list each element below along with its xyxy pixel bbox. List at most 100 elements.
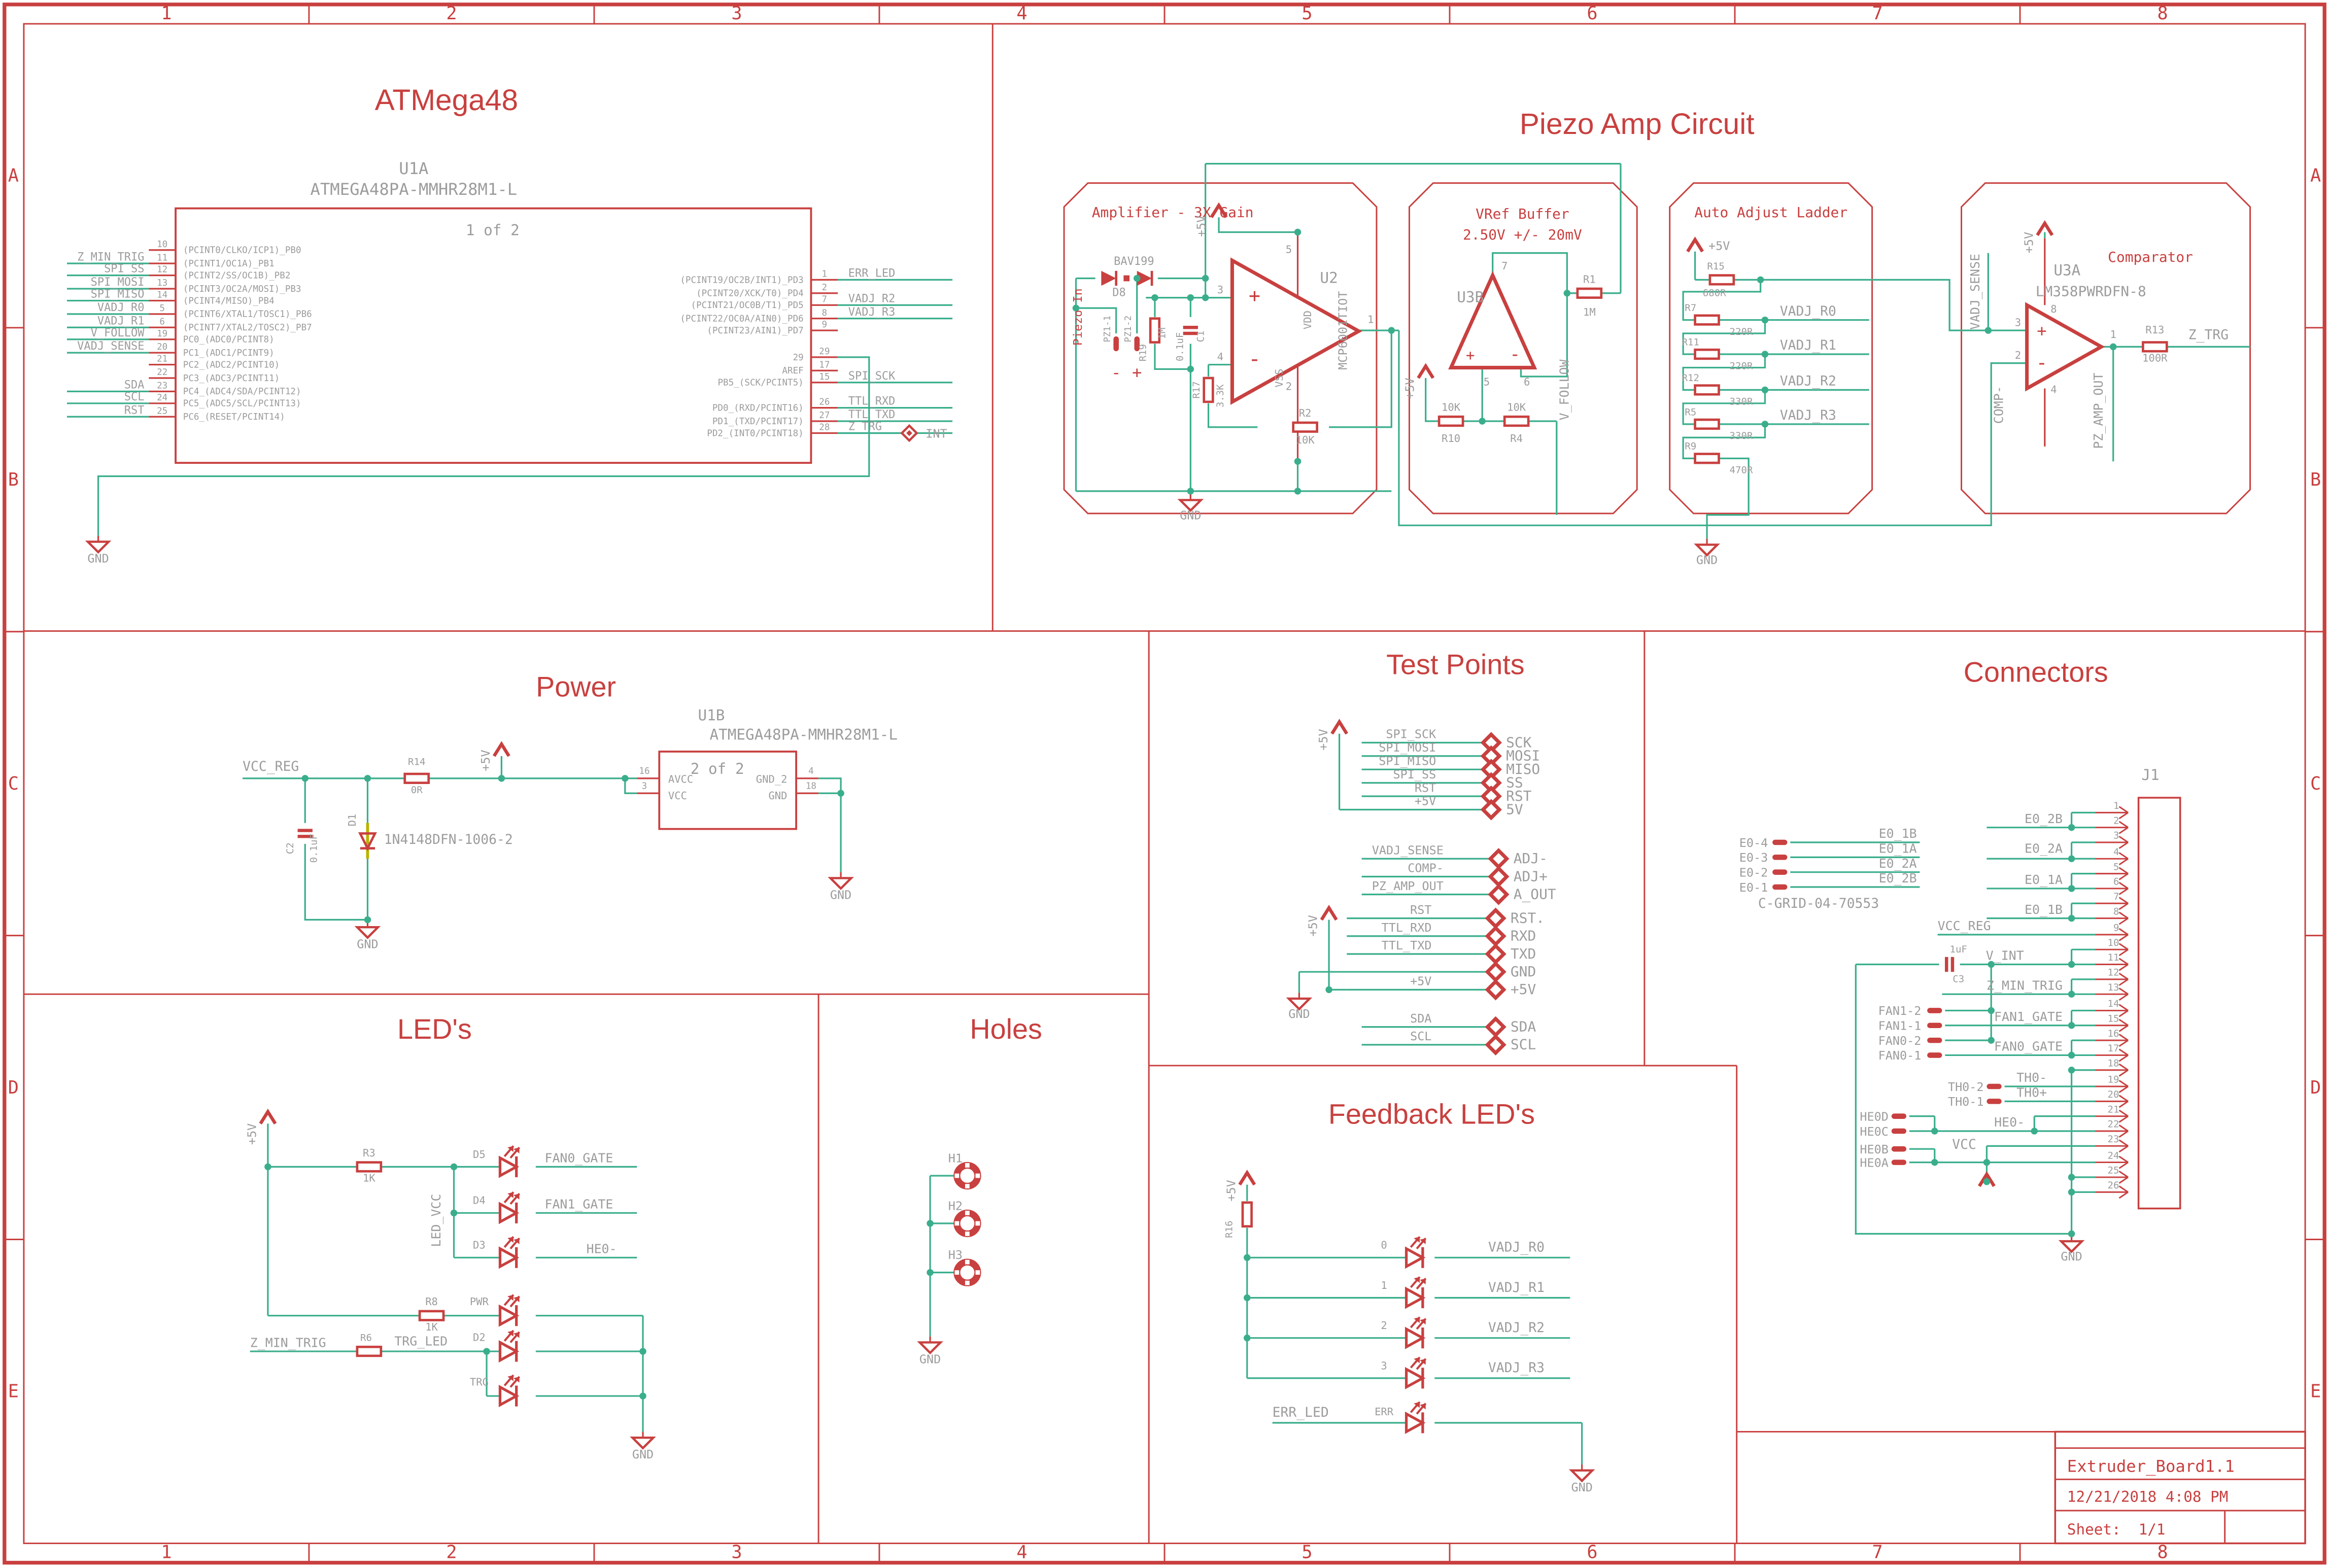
resistor-symbol[interactable]: [1241, 1201, 1253, 1228]
pad-symbol[interactable]: [1891, 1146, 1907, 1152]
led-symbol[interactable]: [498, 1304, 520, 1327]
testpoint-symbol[interactable]: [1488, 866, 1510, 888]
resistor-symbol[interactable]: [356, 1161, 383, 1173]
pad-symbol[interactable]: [1891, 1160, 1907, 1165]
resistor-symbol[interactable]: [418, 1310, 445, 1321]
vcc-arrow-symbol[interactable]: [1238, 1170, 1256, 1186]
resistor-symbol[interactable]: [2142, 341, 2168, 353]
testpoint-symbol[interactable]: [1485, 925, 1506, 947]
tie-symbol[interactable]: [1123, 275, 1130, 282]
pad-symbol[interactable]: [1927, 1037, 1942, 1043]
led-symbol[interactable]: [498, 1246, 520, 1269]
led-symbol[interactable]: [1405, 1326, 1426, 1349]
led-symbol[interactable]: [498, 1385, 520, 1408]
resistor-symbol[interactable]: [1708, 274, 1735, 286]
gnd-symbol[interactable]: [1177, 499, 1204, 513]
pad-symbol[interactable]: [1927, 1022, 1942, 1029]
resistor-symbol[interactable]: [1203, 377, 1214, 403]
vcc-arrow-symbol[interactable]: [1978, 1171, 1996, 1187]
pad-symbol[interactable]: [1891, 1128, 1907, 1134]
testpoint-symbol[interactable]: [1485, 1034, 1506, 1056]
vcc-arrow-symbol[interactable]: [1320, 904, 1338, 921]
zener-diode-symbol[interactable]: [358, 832, 377, 851]
testpoint-symbol[interactable]: [1485, 943, 1506, 965]
mounting-hole-symbol[interactable]: [953, 1162, 981, 1190]
resistor-symbol[interactable]: [1694, 384, 1720, 396]
junction-dot: [1563, 290, 1571, 297]
led-symbol[interactable]: [1405, 1246, 1426, 1269]
testpoint-symbol[interactable]: [1480, 799, 1502, 821]
pad-symbol[interactable]: [1927, 1052, 1942, 1058]
opamp-symbol[interactable]: [2025, 302, 2105, 392]
resistor-symbol[interactable]: [1437, 415, 1464, 427]
pad-symbol[interactable]: [1772, 855, 1788, 860]
connector-body[interactable]: [2137, 797, 2181, 1210]
net-wire: [1682, 354, 1766, 391]
vcc-arrow-symbol[interactable]: [492, 741, 510, 757]
led-symbol[interactable]: [1405, 1411, 1426, 1434]
pin-arrow: [2118, 1010, 2129, 1017]
resistor-symbol[interactable]: [356, 1345, 383, 1357]
schematic-text: COMP-: [1992, 386, 2006, 424]
resistor-symbol[interactable]: [1503, 415, 1530, 427]
opamp-symbol[interactable]: [1448, 271, 1537, 369]
led-symbol[interactable]: [498, 1155, 520, 1178]
led-symbol[interactable]: [498, 1340, 520, 1363]
testpoint-symbol[interactable]: [1485, 961, 1506, 983]
pin-number: 15: [2108, 1013, 2119, 1024]
testpoint-symbol[interactable]: [1488, 883, 1510, 905]
pad-symbol[interactable]: [1772, 839, 1788, 845]
pad-symbol[interactable]: [1134, 336, 1140, 352]
vcc-arrow-symbol[interactable]: [259, 1108, 277, 1125]
pad-symbol[interactable]: [1772, 884, 1788, 890]
testpoint-symbol[interactable]: [1485, 1016, 1506, 1038]
resistor-symbol[interactable]: [1292, 421, 1318, 433]
pad-symbol[interactable]: [1986, 1099, 2002, 1104]
schematic-text: E0_2A: [1879, 856, 1917, 871]
resistor-symbol[interactable]: [1149, 317, 1161, 344]
pad-symbol[interactable]: [1891, 1113, 1907, 1119]
pad-symbol[interactable]: [1986, 1083, 2002, 1089]
schematic-text: R1: [1583, 273, 1596, 285]
resistor-symbol[interactable]: [403, 772, 430, 785]
pin-arrow: [2118, 993, 2129, 1001]
mounting-hole-symbol[interactable]: [953, 1209, 981, 1237]
resistor-symbol[interactable]: [1576, 287, 1603, 299]
testpoint-symbol[interactable]: [1485, 979, 1506, 1001]
vcc-arrow-symbol[interactable]: [1210, 202, 1228, 218]
resistor-symbol[interactable]: [1694, 314, 1720, 326]
pin-number: 9: [822, 320, 828, 330]
diode-symbol[interactable]: [1101, 270, 1116, 286]
opamp-symbol[interactable]: [1230, 257, 1362, 405]
pin-number: 19: [157, 329, 167, 339]
testpoint-symbol[interactable]: [1485, 907, 1506, 929]
ic-body[interactable]: [658, 751, 798, 830]
gnd-symbol[interactable]: [1286, 997, 1313, 1011]
pad-symbol[interactable]: [1772, 869, 1788, 875]
testpoint-symbol[interactable]: [1488, 848, 1510, 870]
vcc-arrow-symbol[interactable]: [1686, 236, 1704, 253]
gnd-symbol[interactable]: [1694, 543, 1720, 557]
diode-symbol[interactable]: [1137, 270, 1152, 286]
gnd-symbol[interactable]: [2058, 1240, 2085, 1253]
mounting-hole-symbol[interactable]: [953, 1258, 981, 1286]
led-symbol[interactable]: [1405, 1367, 1426, 1389]
gnd-symbol[interactable]: [354, 926, 381, 939]
pad-symbol[interactable]: [1927, 1008, 1942, 1013]
gnd-symbol[interactable]: [828, 877, 854, 891]
gnd-symbol[interactable]: [917, 1341, 943, 1355]
gnd-symbol[interactable]: [1568, 1469, 1595, 1483]
vcc-arrow-symbol[interactable]: [2036, 220, 2054, 236]
gnd-symbol[interactable]: [85, 540, 112, 554]
pad-symbol[interactable]: [1113, 336, 1119, 352]
resistor-symbol[interactable]: [1694, 418, 1720, 430]
resistor-symbol[interactable]: [1694, 453, 1720, 464]
vcc-arrow-symbol[interactable]: [1330, 719, 1349, 735]
led-symbol[interactable]: [1405, 1286, 1426, 1309]
schematic-text: TRG: [470, 1376, 489, 1388]
vcc-arrow-symbol[interactable]: [1417, 363, 1435, 379]
ic-body[interactable]: [175, 207, 812, 464]
resistor-symbol[interactable]: [1694, 348, 1720, 360]
gnd-symbol[interactable]: [630, 1436, 656, 1450]
led-symbol[interactable]: [498, 1202, 520, 1224]
